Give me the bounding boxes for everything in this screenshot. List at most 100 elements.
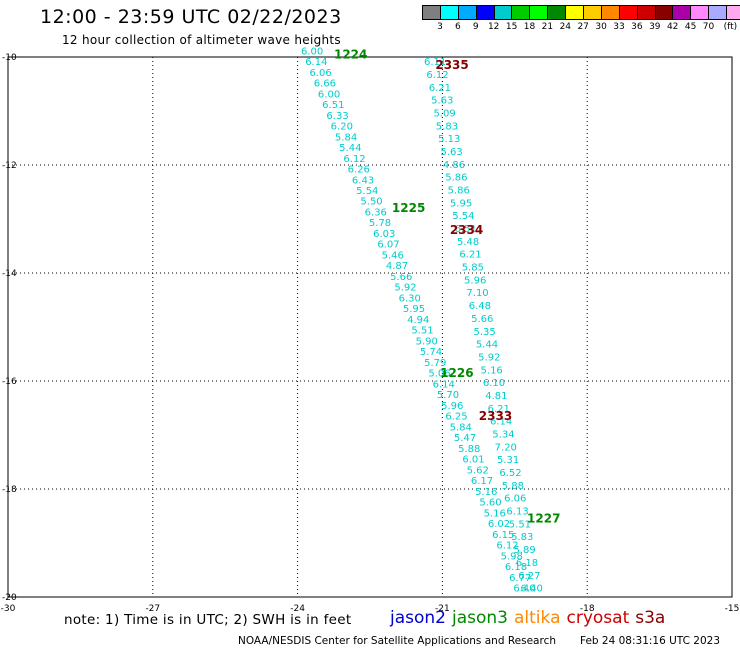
swh-value: 4.86 (443, 160, 465, 171)
satellite-legend: jason2 jason3 altika cryosat s3a (390, 608, 671, 628)
legend-swatch (457, 5, 476, 20)
pass-time-label: 1225 (392, 201, 425, 215)
y-tick-label: -18 (2, 485, 17, 495)
legend-label: 30 (595, 22, 607, 32)
satellite-label: cryosat (566, 608, 630, 628)
swh-value: 6.48 (469, 301, 491, 312)
swh-value: 4.87 (386, 261, 408, 272)
legend-label: 42 (666, 22, 679, 32)
x-tick-label: -24 (290, 604, 305, 614)
legend-swatch (672, 5, 691, 20)
swh-value: 6.51 (322, 100, 344, 111)
swh-value: 5.62 (467, 465, 489, 476)
legend-label: 6 (455, 22, 461, 32)
swh-value: 5.96 (441, 401, 463, 412)
swh-value: 5.09 (433, 108, 455, 119)
swh-value: 5.95 (450, 198, 472, 209)
credit-line: NOAA/NESDIS Center for Satellite Applica… (238, 635, 556, 647)
swh-value: 6.17 (471, 476, 493, 487)
x-tick-label: -27 (145, 604, 160, 614)
swh-value: 5.34 (492, 430, 514, 441)
swh-value: 6.11 (424, 57, 446, 68)
swh-value: 6.18 (505, 562, 527, 573)
swh-value: 5.54 (452, 211, 474, 222)
swh-value: 6.36 (365, 207, 387, 218)
swh-value: 6.77 (509, 573, 531, 584)
swh-value: 5.70 (437, 390, 459, 401)
swh-value: 6.03 (373, 229, 395, 240)
swh-value: 5.83 (511, 532, 533, 543)
swh-value: 5.96 (464, 275, 486, 286)
legend-swatch (493, 5, 512, 20)
satellite-label: jason3 (452, 608, 508, 628)
legend-label: 15 (505, 22, 518, 32)
swh-value: 5.44 (339, 143, 361, 154)
legend-label: 36 (631, 22, 643, 32)
swh-value: 6.21 (488, 404, 510, 415)
legend-label: (ft) (723, 22, 738, 32)
wave-height-color-scale (422, 5, 740, 20)
swh-value: 6.21 (459, 250, 481, 261)
swh-value: 6.25 (445, 412, 467, 423)
swh-value: 5.78 (369, 218, 391, 229)
legend-swatch (690, 5, 709, 20)
swh-value: 5.92 (394, 283, 416, 294)
track-b-values: 6.116.126.215.635.095.835.135.634.865.86… (424, 57, 543, 594)
swh-value: 5.79 (424, 358, 446, 369)
legend-swatch (726, 5, 740, 20)
satellite-label: altika (514, 608, 561, 628)
swh-value: 5.83 (436, 121, 458, 132)
legend-swatch (565, 5, 584, 20)
swh-value: 6.06 (504, 494, 526, 505)
swh-value: 4.81 (485, 391, 507, 402)
swh-value: 6.12 (426, 70, 448, 81)
swh-value: 5.92 (478, 352, 500, 363)
pass-time-label: 2333 (479, 409, 512, 423)
swh-value: 6.18 (516, 558, 538, 569)
swh-value: 6.06 (309, 68, 331, 79)
swh-value: 5.31 (497, 455, 519, 466)
swh-value: 6.12 (496, 541, 518, 552)
swh-value: 7.10 (466, 288, 488, 299)
color-scale-labels: 3 6 9 12 15 18 21 24 27 30 33 36 39 42 45 70 (ft) (0, 22, 740, 34)
legend-swatch (600, 5, 619, 20)
legend-swatch (618, 5, 637, 20)
legend-label: 9 (472, 22, 479, 32)
swh-value: 6.43 (352, 175, 374, 186)
swh-value: 5.51 (509, 519, 531, 530)
x-tick-label: -15 (725, 604, 740, 614)
swh-value: 5.50 (360, 197, 382, 208)
map-title: 12:00 - 23:59 UTC 02/22/2023 (40, 6, 342, 28)
y-tick-label: -16 (2, 377, 17, 387)
legend-label: 24 (559, 22, 572, 32)
swh-value: 5.13 (438, 134, 460, 145)
swh-value: 5.48 (457, 237, 479, 248)
swh-value: 5.66 (471, 314, 493, 325)
swh-value: 5.35 (473, 327, 495, 338)
legend-swatch (708, 5, 727, 20)
swh-value: 6.00 (318, 89, 340, 100)
legend-label: 45 (684, 22, 697, 32)
legend-label: 39 (649, 22, 661, 32)
map-frame (7, 56, 733, 598)
swh-value: 6.27 (518, 571, 540, 582)
swh-value: 6.26 (348, 165, 370, 176)
track-a-values: 6.006.146.066.666.006.516.336.205.845.44… (301, 46, 536, 594)
legend-swatch (439, 5, 458, 20)
swh-value: 5.88 (502, 481, 524, 492)
legend-swatch (511, 5, 530, 20)
swh-value: 5.44 (476, 340, 498, 351)
swh-value: 5.74 (420, 347, 442, 358)
swh-value: 6.52 (499, 468, 521, 479)
swh-value: 6.15 (492, 530, 514, 541)
swh-value: 6.21 (429, 83, 451, 94)
swh-value: 6.33 (326, 111, 348, 122)
swh-value: 5.63 (431, 96, 453, 107)
footnote: note: 1) Time is in UTC; 2) SWH is in fe… (64, 612, 352, 628)
legend-swatch (529, 5, 548, 20)
y-tick-label: -20 (2, 593, 17, 603)
legend-label: 18 (523, 22, 536, 32)
axis-ticks: -30 -27 -24 -21 -18 -15 -10 -12 -14 -16 -18 -20 (1, 53, 740, 614)
swh-value: 5.90 (416, 336, 438, 347)
